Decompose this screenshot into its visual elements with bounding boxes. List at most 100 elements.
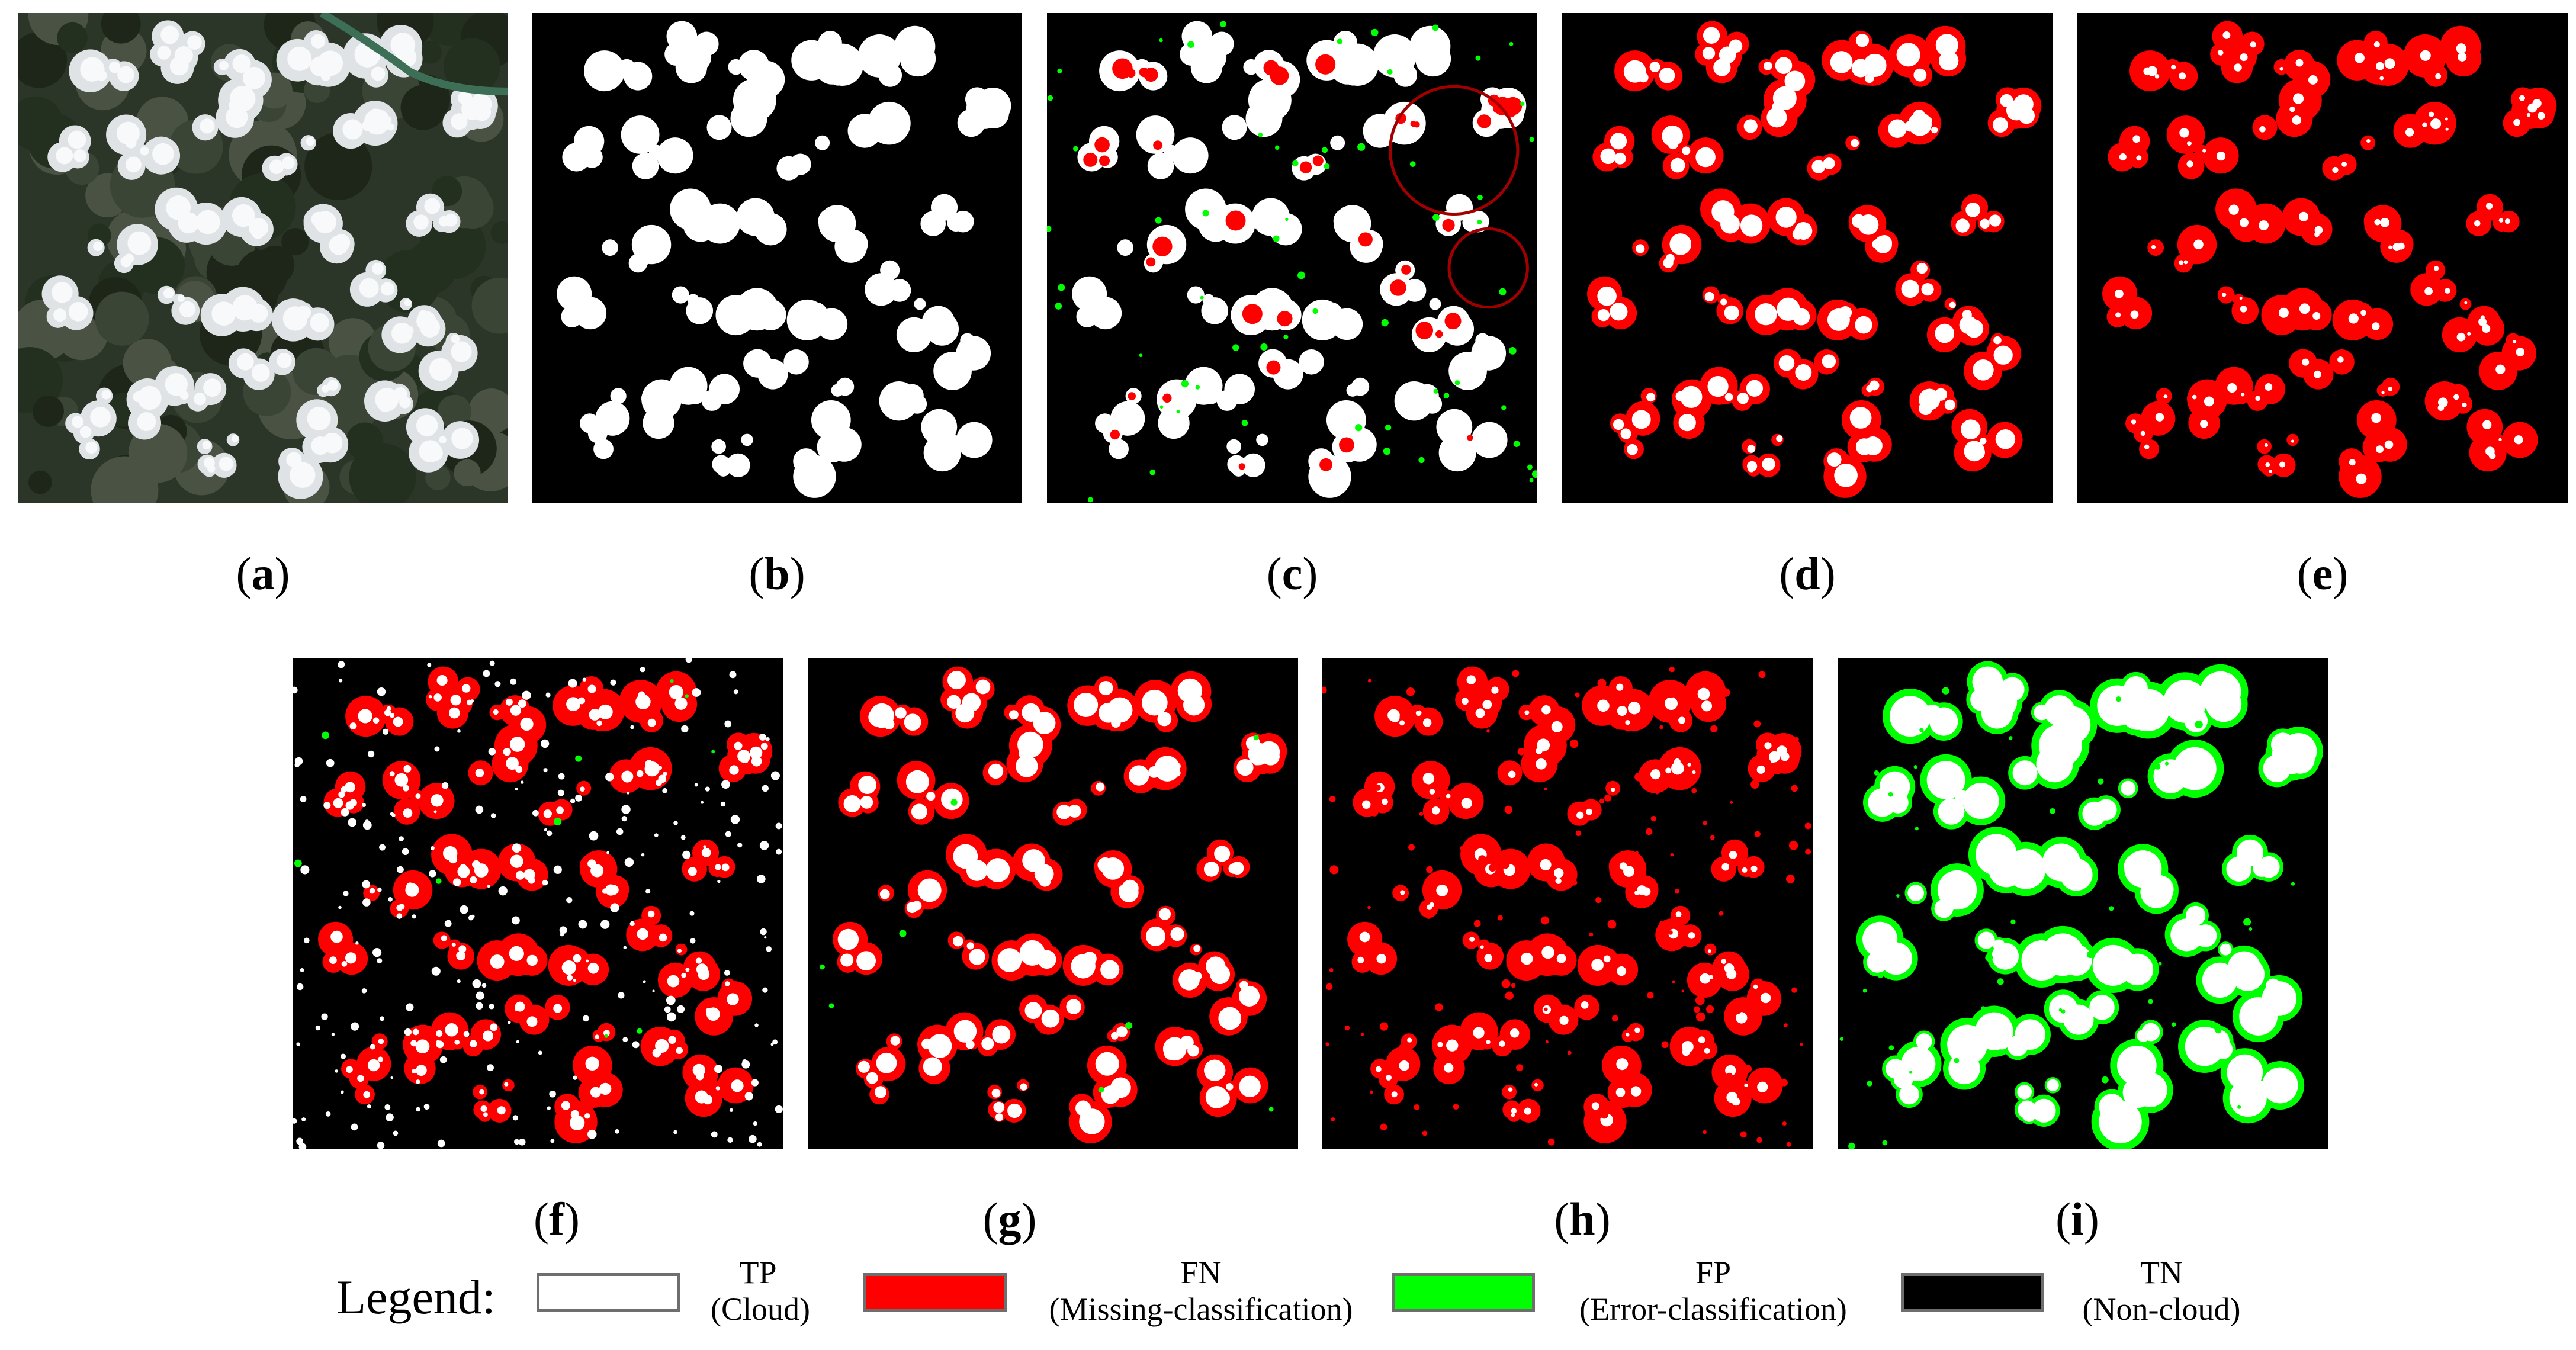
tp-speck — [488, 748, 496, 756]
tp-region — [1663, 258, 1674, 268]
tp-region — [1216, 390, 1238, 411]
tp-region — [1576, 811, 1584, 819]
tp-region — [2130, 310, 2139, 319]
tp-region — [450, 695, 461, 706]
cloud-highlight — [359, 278, 379, 298]
tp-region — [2434, 266, 2439, 271]
cloud-blob — [610, 388, 627, 404]
tp-region — [941, 788, 963, 811]
fn-speck — [1710, 835, 1715, 840]
tp-speck — [296, 1137, 304, 1145]
tp-region — [1701, 700, 1713, 712]
tp-region — [2222, 31, 2231, 39]
tp-speck — [507, 1020, 511, 1024]
tp-speck — [300, 796, 307, 802]
tp-speck — [757, 1142, 762, 1147]
tp-region — [2498, 218, 2504, 223]
fp-speck — [1260, 343, 1268, 351]
tp-region — [1555, 877, 1562, 885]
fn-region — [1312, 155, 1324, 166]
fp-speck — [1862, 988, 1867, 993]
fn-speck — [1380, 1123, 1387, 1131]
fp-speck — [1055, 303, 1062, 310]
tp-region — [1913, 68, 1927, 82]
tp-region — [1746, 380, 1764, 397]
cloud-highlight — [53, 308, 67, 322]
tp-speck — [490, 813, 496, 818]
tp-region — [1099, 681, 1113, 696]
tp-region — [1183, 694, 1205, 716]
fn-region — [1467, 435, 1473, 441]
tp-region — [1145, 926, 1166, 946]
tp-region — [451, 942, 456, 947]
tp-region — [988, 763, 1004, 779]
tp-speck — [380, 1016, 385, 1021]
tp-region — [1992, 943, 2019, 970]
tp-speck — [386, 1113, 394, 1121]
tp-speck — [623, 946, 627, 950]
fn-speck — [1426, 866, 1433, 873]
tp-speck — [638, 691, 645, 698]
tp-speck — [696, 1072, 704, 1081]
fn-region — [1242, 304, 1263, 324]
tp-region — [1724, 393, 1733, 401]
cloud-highlight — [231, 435, 239, 442]
tp-region — [1628, 702, 1641, 715]
cloud-highlight — [342, 119, 363, 140]
tp-region — [1074, 692, 1099, 718]
cloud-highlight — [52, 282, 73, 303]
tp-region — [1448, 352, 1487, 390]
tp-speck — [567, 975, 573, 981]
fn-region — [1153, 140, 1163, 150]
tp-speck — [760, 928, 767, 936]
tp-region — [1107, 697, 1133, 723]
tp-region — [1193, 944, 1201, 952]
fn-speck — [1519, 1023, 1527, 1031]
tp-region — [923, 1057, 942, 1076]
tp-region — [360, 711, 371, 723]
tp-region — [2289, 106, 2295, 112]
cloud-highlight — [451, 341, 472, 362]
tp-region — [1615, 1088, 1626, 1097]
tp-region — [966, 942, 974, 950]
tp-speck — [487, 1064, 494, 1072]
tp-region — [1916, 263, 1928, 274]
tp-region — [1775, 57, 1793, 74]
fp-speck — [1409, 161, 1416, 167]
tp-speck — [412, 1028, 419, 1036]
tp-region — [1713, 59, 1731, 76]
cloud-highlight — [71, 416, 84, 428]
cloud-blob — [747, 60, 785, 98]
tp-region — [2163, 394, 2168, 399]
cloud-highlight — [317, 50, 343, 76]
mask-graphic — [1047, 21, 1537, 503]
tp-region — [837, 928, 859, 950]
cloud-blob — [815, 135, 830, 150]
terrain-patch — [419, 40, 442, 64]
fn-speck — [1791, 987, 1797, 993]
tp-speck — [340, 1090, 344, 1094]
fn-speck — [1360, 1033, 1364, 1036]
cloud-blob — [593, 439, 614, 459]
fp-speck — [1312, 308, 1318, 314]
tp-region — [1008, 710, 1019, 720]
cloud-highlight — [269, 159, 284, 174]
fn-speck — [1463, 810, 1466, 814]
tp-region — [1992, 117, 2008, 133]
tp-speck — [762, 785, 769, 792]
tp-region — [1858, 214, 1879, 235]
tp-region — [2312, 311, 2321, 320]
fp-speck — [2101, 1076, 2109, 1084]
tp-speck — [397, 866, 404, 873]
tp-region — [1203, 862, 1219, 877]
legend-fp-desc: (Error-classification) — [1579, 1291, 1847, 1328]
fn-speck — [1329, 796, 1336, 802]
tp-region — [688, 867, 697, 876]
fn-speck — [1505, 991, 1514, 1000]
tp-region — [857, 1060, 870, 1073]
fp-speck — [1273, 235, 1280, 242]
tp-speck — [343, 891, 349, 896]
tp-region — [2478, 317, 2487, 326]
tp-speck — [296, 1042, 301, 1046]
tp-region — [603, 1030, 610, 1037]
